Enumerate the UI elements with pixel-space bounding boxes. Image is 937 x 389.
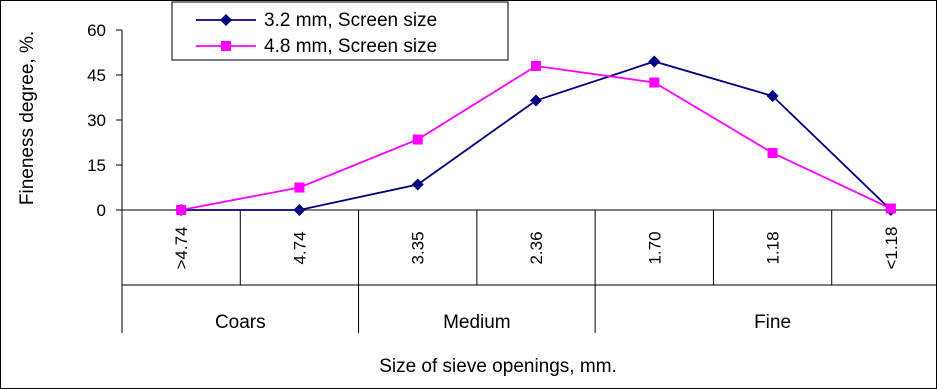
y-tick-label: 0 [97, 201, 106, 220]
x-axis-title: Size of sieve openings, mm. [379, 356, 617, 377]
data-point [294, 182, 305, 193]
legend-marker [220, 14, 232, 26]
legend: 3.2 mm, Screen size 4.8 mm, Screen size [171, 1, 509, 61]
series-layer [175, 55, 897, 216]
group-label: Fine [754, 312, 791, 333]
category-label: >4.74 [172, 226, 191, 269]
category-label: <1.18 [882, 226, 901, 269]
data-point [411, 178, 424, 191]
legend-label: 3.2 mm, Screen size [264, 10, 437, 31]
data-point [885, 203, 896, 214]
data-point [530, 94, 542, 107]
data-point [176, 205, 187, 215]
group-label: Coars [215, 312, 266, 333]
data-point [767, 148, 778, 158]
series-2 [176, 61, 896, 215]
category-label: 1.18 [764, 231, 783, 264]
y-tick-label: 45 [87, 66, 106, 85]
data-point [649, 77, 660, 88]
data-point [766, 90, 779, 102]
category-label: 2.36 [527, 231, 546, 264]
data-point [412, 134, 423, 145]
category-label: 3.35 [409, 231, 428, 264]
data-point [648, 55, 661, 68]
category-axis: >4.74 4.74 3.35 2.36 1.70 1.18 <1.18 [172, 210, 901, 285]
legend-marker [221, 41, 231, 51]
y-tick-label: 60 [87, 21, 106, 40]
y-axis-title: Fineness degree, %. [17, 31, 38, 205]
data-point [531, 61, 541, 71]
group-label: Medium [443, 312, 511, 333]
y-tick-label: 30 [87, 111, 106, 130]
y-tick-label: 15 [87, 156, 106, 175]
legend-label: 4.8 mm, Screen size [264, 36, 437, 57]
category-label: 1.70 [645, 231, 664, 264]
category-label: 4.74 [290, 231, 309, 264]
group-axis: Coars Medium Fine [122, 284, 936, 333]
data-point [293, 204, 306, 216]
